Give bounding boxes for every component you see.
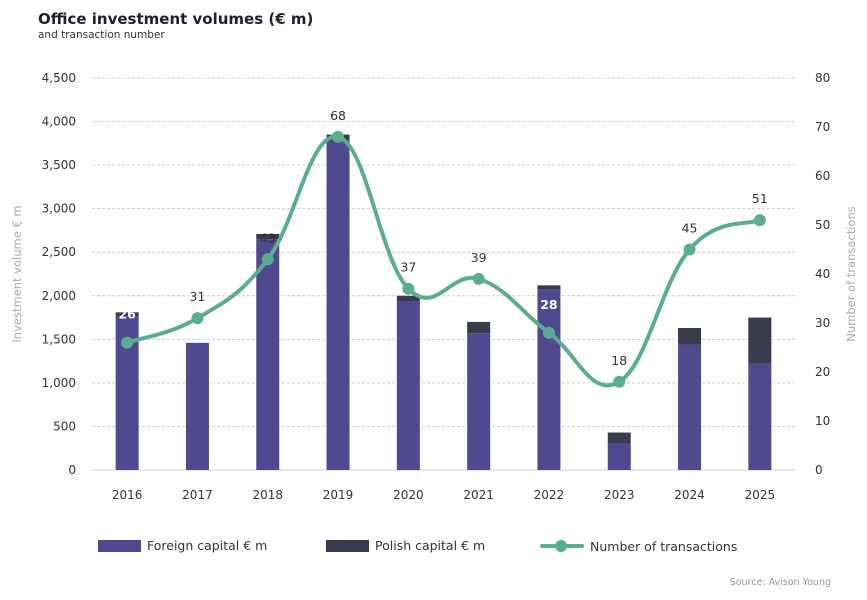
transactions-point [753, 214, 766, 227]
bar-foreign [326, 140, 350, 470]
legend-label-transactions: Number of transactions [590, 538, 738, 554]
transactions-point [332, 130, 345, 143]
transactions-point [613, 375, 626, 388]
bar-foreign [185, 342, 209, 470]
y-axis-title: Investment volume € m [10, 205, 24, 342]
legend-item-foreign: Foreign capital € m [98, 538, 267, 553]
bar-foreign [467, 333, 491, 470]
bar-polish [537, 285, 561, 290]
x-tick-label: 2018 [252, 488, 283, 502]
transactions-point [542, 326, 555, 339]
bar-polish [396, 295, 420, 302]
transactions-data-label: 39 [471, 250, 487, 265]
transactions-point [191, 312, 204, 325]
transactions-data-label: 31 [189, 289, 205, 304]
y2-tick-label: 60 [815, 169, 830, 183]
y-tick-label: 0 [68, 463, 76, 477]
bar-polish [256, 233, 280, 240]
y-tick-label: 2,500 [42, 245, 76, 259]
chart-legend: Foreign capital € m Polish capital € m N… [0, 538, 867, 562]
transactions-point [121, 336, 134, 349]
chart-subtitle: and transaction number [38, 29, 165, 41]
y-tick-label: 3,000 [42, 202, 76, 216]
bar-foreign [396, 301, 420, 470]
legend-item-polish: Polish capital € m [326, 538, 485, 553]
transactions-data-label: 28 [540, 297, 557, 312]
bar-polish [748, 317, 772, 364]
bar-foreign [748, 363, 772, 470]
legend-swatch-polish [326, 539, 369, 552]
y2-tick-label: 30 [815, 316, 830, 330]
transactions-data-label: 43 [260, 230, 276, 245]
y-tick-label: 4,500 [42, 71, 76, 85]
y2-tick-label: 20 [815, 365, 830, 379]
legend-label-foreign: Foreign capital € m [147, 538, 268, 553]
y2-tick-label: 70 [815, 120, 830, 134]
transactions-data-label: 26 [118, 307, 136, 322]
x-tick-label: 2025 [745, 488, 776, 502]
x-tick-label: 2019 [323, 488, 354, 502]
x-tick-label: 2016 [112, 488, 143, 502]
bar-polish [678, 328, 702, 345]
transactions-data-label: 51 [752, 191, 768, 206]
y2-tick-label: 80 [815, 71, 830, 85]
y2-tick-label: 40 [815, 267, 830, 281]
legend-swatch-foreign [98, 539, 141, 552]
transactions-data-label: 18 [611, 353, 627, 368]
x-tick-label: 2020 [393, 488, 424, 502]
y-tick-label: 4,000 [42, 115, 76, 129]
x-tick-label: 2017 [182, 488, 213, 502]
chart-plot: 05001,0001,5002,0002,5003,0003,5004,0004… [10, 71, 858, 502]
x-tick-label: 2024 [674, 488, 705, 502]
transactions-data-label: 37 [400, 260, 416, 275]
y2-axis-title: Number of transactions [844, 206, 858, 342]
bar-foreign [115, 316, 139, 470]
y-tick-label: 1,500 [42, 332, 76, 346]
bar-foreign [607, 442, 631, 470]
bar-polish [115, 312, 139, 317]
y-tick-label: 1,000 [42, 376, 76, 390]
y2-tick-label: 50 [815, 218, 830, 232]
legend-item-transactions: Number of transactions [540, 538, 737, 554]
transactions-data-label: 45 [682, 221, 698, 236]
legend-label-polish: Polish capital € m [375, 538, 486, 553]
transactions-point [261, 253, 274, 266]
chart-title: Office investment volumes (€ m) [38, 10, 314, 28]
y-tick-label: 2,000 [42, 289, 76, 303]
bar-foreign [678, 344, 702, 470]
x-tick-label: 2022 [534, 488, 565, 502]
bar-foreign [256, 239, 280, 470]
y2-tick-label: 10 [815, 414, 830, 428]
bar-polish [607, 432, 631, 443]
y-tick-label: 3,500 [42, 158, 76, 172]
transactions-data-label: 68 [330, 108, 346, 123]
source-note: Source: Avison Young [729, 577, 831, 588]
x-tick-label: 2023 [604, 488, 635, 502]
legend-swatch-transactions [540, 538, 584, 554]
transactions-point [472, 272, 485, 285]
bar-polish [467, 321, 491, 334]
y2-tick-label: 0 [815, 463, 823, 477]
y-tick-label: 500 [53, 419, 76, 433]
transactions-point [402, 282, 415, 295]
transactions-line [125, 134, 762, 388]
bar-foreign [537, 289, 561, 470]
x-tick-label: 2021 [463, 488, 494, 502]
transactions-point [683, 243, 696, 256]
